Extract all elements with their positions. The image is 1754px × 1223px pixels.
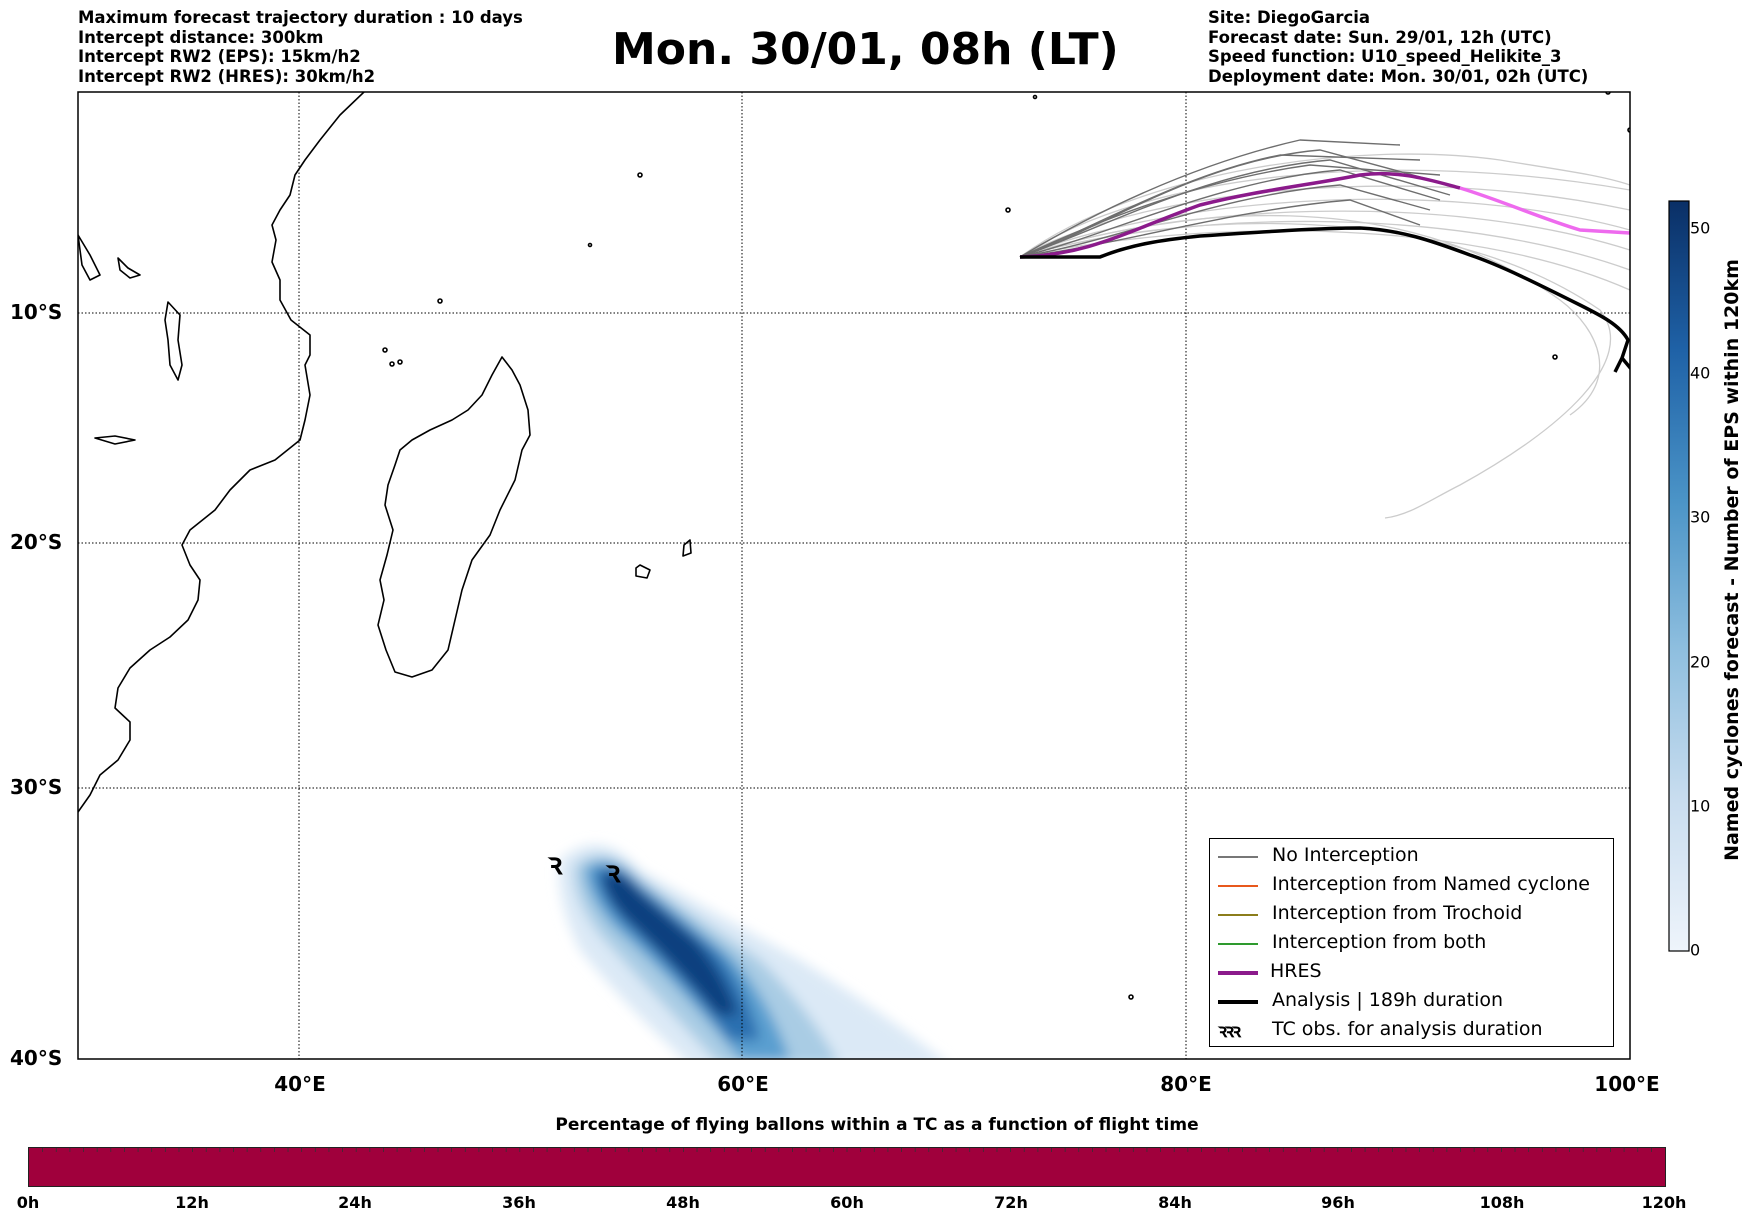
colorbar	[1668, 200, 1690, 952]
legend-label: Interception from Trochoid	[1272, 902, 1523, 924]
legend-row-tc-obs: ꝛꝛꝛ TC obs. for analysis duration	[1210, 1017, 1613, 1045]
legend-label: Interception from Named cyclone	[1272, 873, 1590, 895]
flight-tick-108h: 108h	[1479, 1193, 1525, 1212]
flight-tick-96h: 96h	[1321, 1193, 1355, 1212]
forecast-parameters: Maximum forecast trajectory duration : 1…	[78, 8, 523, 86]
cyclone-density-field	[559, 844, 943, 1059]
legend-label: TC obs. for analysis duration	[1272, 1018, 1543, 1040]
flight-time-cell	[1010, 1148, 1175, 1186]
lon-label-40e: 40°E	[274, 1072, 326, 1096]
lat-label-30s: 30°S	[10, 775, 63, 799]
legend-label: HRES	[1270, 960, 1322, 982]
speed-function-text: Speed function: U10_speed_Helikite_3	[1208, 47, 1562, 66]
map-title: Mon. 30/01, 08h (LT)	[612, 24, 1119, 75]
tc-obs-symbol-1: ꝛ	[548, 847, 563, 882]
flight-tick-120h: 120h	[1641, 1193, 1687, 1212]
flight-time-cell	[683, 1148, 848, 1186]
intercept-distance-text: Intercept distance: 300km	[78, 27, 324, 47]
legend-label: Analysis | 189h duration	[1272, 989, 1504, 1011]
flight-time-cell	[1174, 1148, 1339, 1186]
analysis-trajectory	[1020, 226, 1630, 373]
lat-label-40s: 40°S	[10, 1046, 63, 1070]
tc-obs-legend-icon: ꝛꝛꝛ	[1218, 1020, 1241, 1042]
legend-row-named-cyclone: Interception from Named cyclone	[1210, 872, 1613, 900]
legend-row-hres: HRES	[1210, 959, 1613, 987]
flight-time-cell	[29, 1148, 194, 1186]
legend-label: Interception from both	[1272, 931, 1487, 953]
legend-row-no-interception: No Interception	[1210, 843, 1613, 871]
tc-obs-symbol-2: ꝛ	[606, 855, 621, 890]
intercept-eps-text: Intercept RW2 (EPS): 15km/h2	[78, 47, 361, 66]
max-duration-text: Maximum forecast trajectory duration : 1…	[78, 8, 523, 27]
lon-label-60e: 60°E	[717, 1072, 769, 1096]
flight-time-cell	[1501, 1148, 1665, 1186]
eps-trajectories-far	[1019, 153, 1630, 519]
flight-tick-48h: 48h	[666, 1193, 700, 1212]
intercept-hres-text: Intercept RW2 (HRES): 30km/h2	[78, 66, 376, 86]
flight-tick-36h: 36h	[502, 1193, 536, 1212]
colorbar-tick-0: 0	[1690, 940, 1701, 960]
hres-trajectory	[1019, 171, 1461, 259]
colorbar-tick-20: 20	[1690, 652, 1711, 672]
africa-coastline	[78, 92, 365, 813]
map-frame	[77, 91, 1631, 1060]
site-info: Site: DiegoGarcia Forecast date: Sun. 29…	[1208, 8, 1588, 86]
lat-label-20s: 20°S	[10, 530, 63, 554]
flight-time-cell	[847, 1148, 1012, 1186]
colorbar-tick-10: 10	[1690, 796, 1711, 816]
lat-label-10s: 10°S	[10, 300, 63, 324]
legend-swatch	[1218, 856, 1258, 858]
flight-time-cell	[192, 1148, 357, 1186]
flight-tick-60h: 60h	[830, 1193, 864, 1212]
legend: No Interception Interception from Named …	[1209, 838, 1614, 1047]
flight-tick-0h: 0h	[16, 1193, 40, 1212]
flight-time-title: Percentage of flying ballons within a TC…	[555, 1115, 1199, 1135]
deployment-date-text: Deployment date: Mon. 30/01, 02h (UTC)	[1208, 66, 1589, 86]
legend-swatch	[1218, 971, 1258, 975]
forecast-date-text: Forecast date: Sun. 29/01, 12h (UTC)	[1208, 27, 1552, 47]
flight-time-bar	[28, 1147, 1666, 1187]
flight-tick-84h: 84h	[1158, 1193, 1192, 1212]
colorbar-tick-50: 50	[1690, 218, 1711, 238]
legend-swatch	[1218, 914, 1258, 916]
flight-tick-12h: 12h	[175, 1193, 209, 1212]
flight-time-cell	[519, 1148, 684, 1186]
gridlines	[78, 92, 1630, 1059]
flight-time-cell	[356, 1148, 521, 1186]
flight-time-cell	[1337, 1148, 1502, 1186]
coastlines	[78, 92, 1630, 1000]
lon-label-80e: 80°E	[1160, 1072, 1212, 1096]
legend-row-analysis: Analysis | 189h duration	[1210, 988, 1613, 1016]
legend-label: No Interception	[1272, 844, 1419, 866]
hres-trajectory-tail	[1459, 186, 1630, 235]
lon-label-100e: 100°E	[1594, 1072, 1660, 1096]
eps-trajectories-near	[1019, 139, 1451, 258]
flight-time-cells	[29, 1148, 1665, 1186]
flight-tick-72h: 72h	[994, 1193, 1028, 1212]
legend-row-trochoid: Interception from Trochoid	[1210, 901, 1613, 929]
legend-row-both: Interception from both	[1210, 930, 1613, 958]
colorbar-tick-40: 40	[1690, 363, 1711, 383]
madagascar-coastline	[377, 356, 531, 678]
site-text: Site: DiegoGarcia	[1208, 8, 1371, 27]
legend-swatch	[1218, 943, 1258, 945]
legend-swatch	[1218, 885, 1258, 887]
legend-swatch	[1218, 1000, 1258, 1004]
flight-tick-24h: 24h	[338, 1193, 372, 1212]
colorbar-tick-30: 30	[1690, 507, 1711, 527]
